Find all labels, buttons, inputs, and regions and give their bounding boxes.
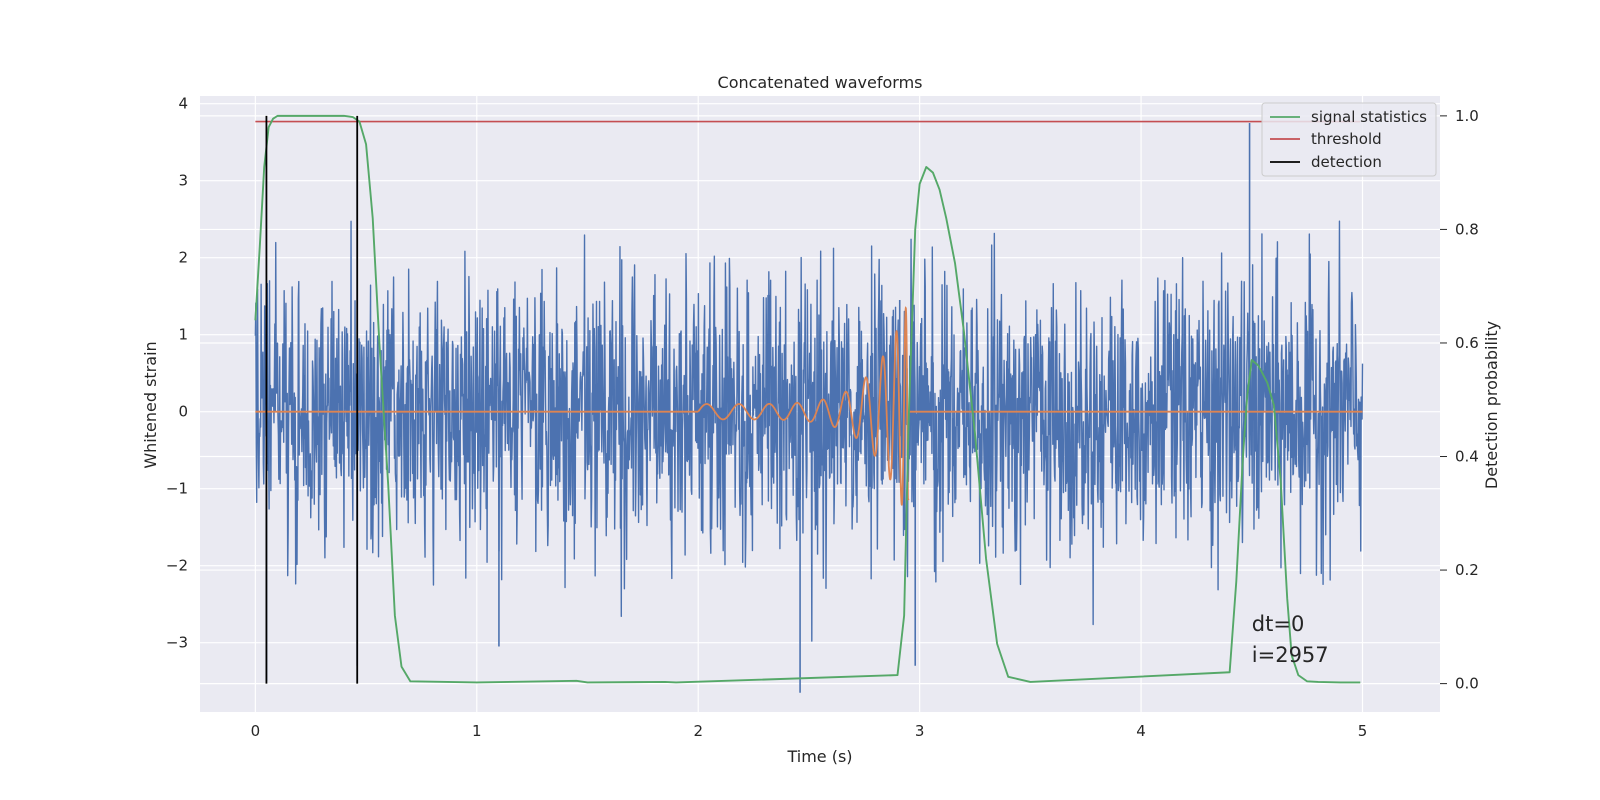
legend-label-detection: detection	[1311, 153, 1382, 171]
y-tick-label-left: 4	[178, 95, 188, 113]
y-tick-label-left: 3	[178, 172, 188, 190]
x-tick-label: 5	[1358, 722, 1368, 740]
y-tick-label-right: 0.6	[1455, 334, 1479, 352]
signal-statistics-line	[254, 114, 1361, 684]
series-layer	[254, 114, 1364, 693]
y-axis-label-right: Detection probability	[1482, 321, 1501, 489]
x-tick-label: 3	[915, 722, 925, 740]
x-tick-label: 0	[251, 722, 261, 740]
strain-line	[254, 220, 1364, 642]
y-axis-label-left: Whitened strain	[141, 341, 160, 468]
annotations: dt=0 i=2957	[1252, 612, 1329, 667]
y-tick-label-right: 0.0	[1455, 675, 1479, 693]
y-tick-label-left: −3	[166, 634, 188, 652]
x-axis: 0 1 2 3 4 5	[251, 722, 1368, 740]
y-tick-label-left: 2	[178, 249, 188, 267]
y-tick-label-left: 1	[178, 326, 188, 344]
y-tick-label-right: 0.2	[1455, 561, 1479, 579]
legend-box	[1261, 102, 1437, 177]
y-tick-label-right: 1.0	[1455, 107, 1479, 125]
y-axis-left: −3 −2 −1 0 1 2 3 4	[166, 95, 188, 652]
y-tick-label-left: −2	[166, 557, 188, 575]
y-axis-right: 0.0 0.2 0.4 0.6 0.8 1.0	[1440, 107, 1479, 693]
y-tick-label-left: −1	[166, 480, 188, 498]
y-tick-label-left: 0	[178, 403, 188, 421]
template-chirp-line	[697, 306, 910, 506]
x-axis-label: Time (s)	[786, 747, 852, 766]
x-tick-label: 2	[693, 722, 703, 740]
y-tick-label-right: 0.8	[1455, 220, 1479, 238]
annotation-text: i=2957	[1252, 643, 1329, 667]
annotation-text: dt=0	[1252, 612, 1305, 636]
x-tick-label: 4	[1136, 722, 1146, 740]
legend-label-signal-statistics: signal statistics	[1311, 108, 1427, 126]
legend: signal statistics threshold detection	[1261, 102, 1437, 177]
chart-title: Concatenated waveforms	[718, 73, 923, 92]
y-tick-label-right: 0.4	[1455, 448, 1479, 466]
legend-label-threshold: threshold	[1311, 130, 1382, 148]
x-tick-label: 1	[472, 722, 482, 740]
